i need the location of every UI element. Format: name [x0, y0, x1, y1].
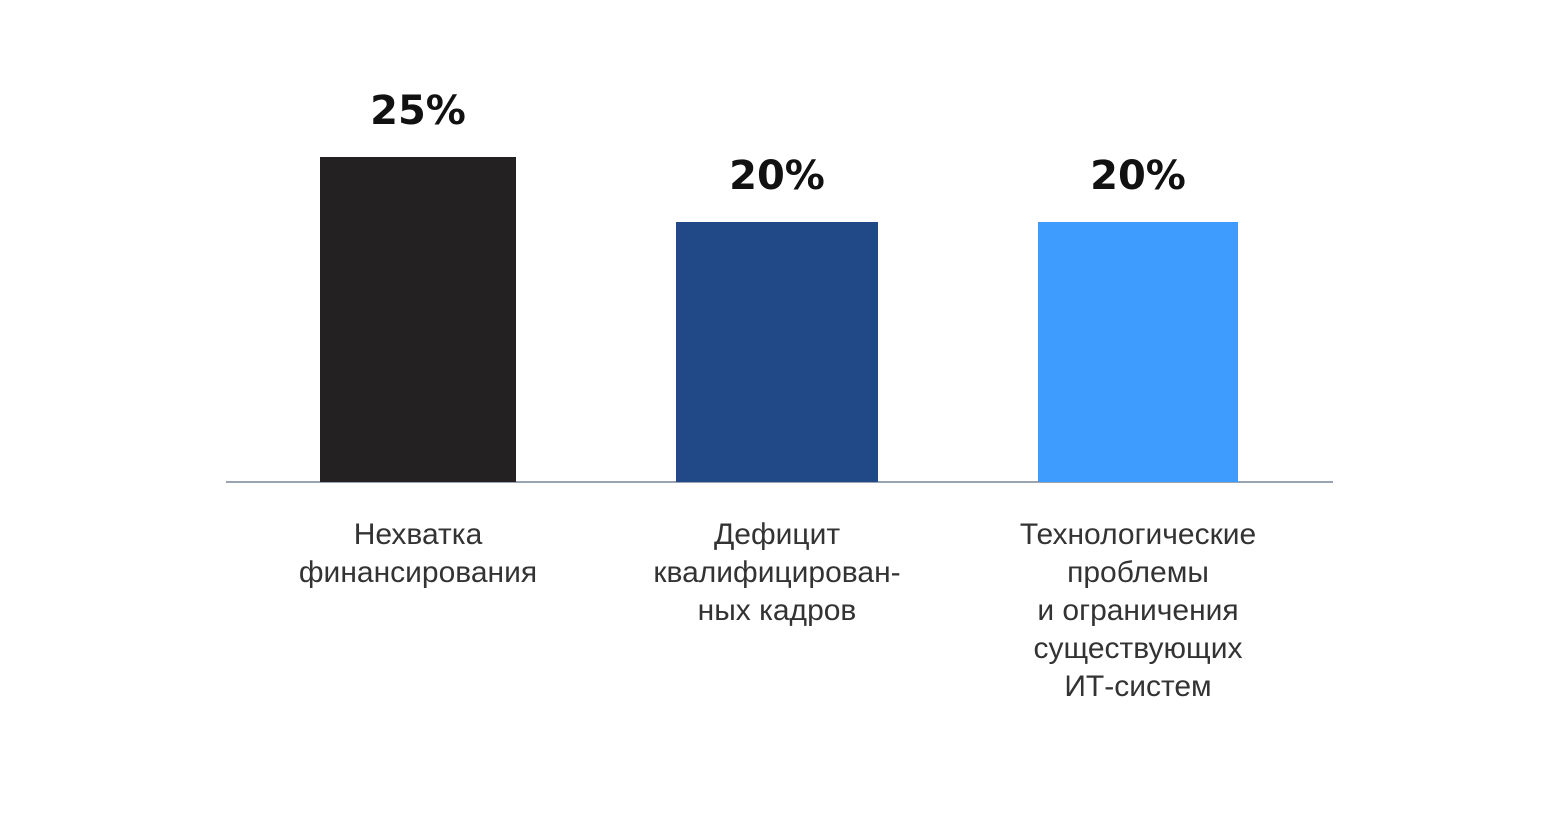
category-label-1-line-1: Нехватка [354, 518, 483, 551]
category-label-1-line-2: финансирования [299, 556, 537, 589]
category-label-1: Нехватка финансирования [299, 518, 537, 589]
category-label-2-line-2: квалифицирован- [653, 556, 900, 589]
value-label-2: 20% [729, 153, 825, 199]
bars-group [320, 157, 1238, 482]
category-label-3-line-5: ИТ-систем [1064, 670, 1211, 703]
category-label-3: Технологические проблемы и ограничения суще… [1020, 518, 1256, 703]
value-label-3: 20% [1090, 153, 1186, 199]
category-labels-group: Нехватка финансирования Дефицит квалифициро… [299, 518, 1256, 703]
value-label-1: 25% [370, 88, 466, 134]
value-labels-group: 25% 20% 20% [370, 88, 1186, 199]
category-label-3-line-2: проблемы [1067, 556, 1209, 589]
category-label-2-line-3: ных кадров [698, 594, 857, 627]
category-label-2-line-1: Дефицит [714, 518, 840, 551]
category-label-2: Дефицит квалифицирован-ных кадров [653, 518, 900, 627]
bar-1 [320, 157, 516, 482]
category-label-3-line-4: существующих [1034, 632, 1243, 665]
bar-3 [1038, 222, 1238, 482]
category-label-3-line-3: и ограничения [1037, 594, 1238, 627]
category-label-3-line-1: Технологические [1020, 518, 1256, 551]
bar-2 [676, 222, 878, 482]
